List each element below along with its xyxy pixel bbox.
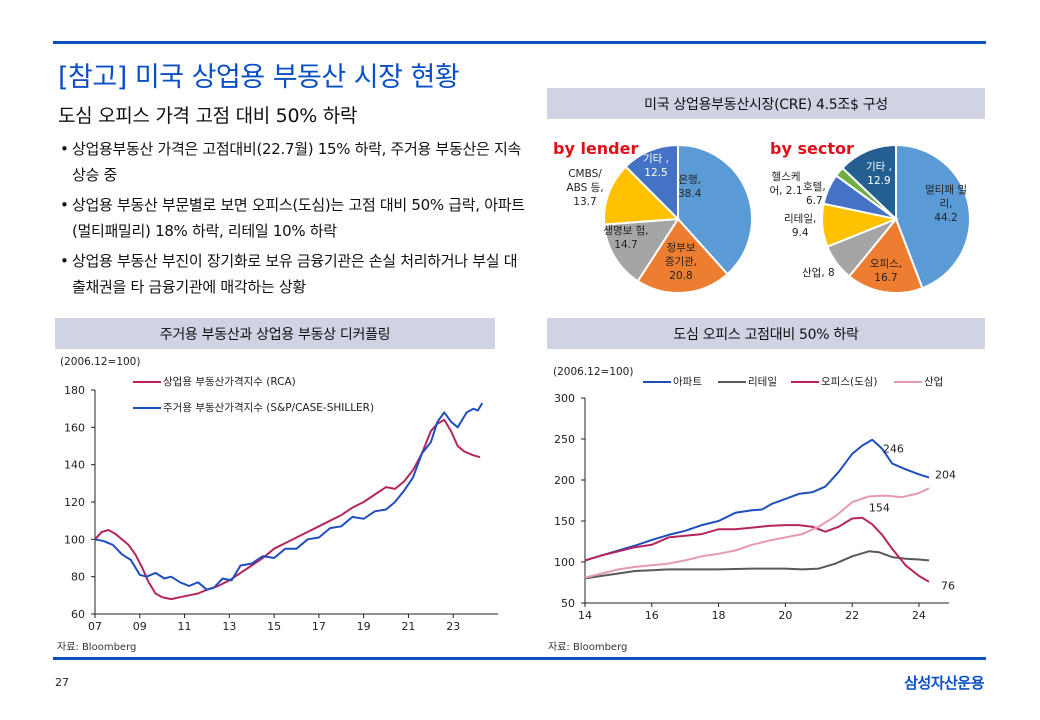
lender-slice-1: [636, 217, 729, 294]
lender-slice-2: [603, 217, 680, 283]
y-tick-label: 140: [64, 459, 85, 472]
pie-label-cmbs: CMBS/ ABS 등, 13.7: [566, 168, 604, 208]
y-tick-label: 250: [554, 433, 575, 446]
pie-chart-lender: [603, 143, 753, 294]
lender-slice-3: [603, 165, 681, 226]
sector-slice-1: [847, 217, 924, 294]
x-tick-label: 18: [712, 609, 726, 622]
x-tick-label: 14: [578, 609, 592, 622]
right-source: 자료: Bloomberg: [548, 642, 628, 653]
bullet-item: 상업용 부동산 부진이 장기화로 보유 금융기관은 손실 처리하거나 부실 대출…: [60, 248, 530, 300]
left-chart-note: (2006.12=100): [60, 356, 141, 368]
y-tick-label: 100: [554, 556, 575, 569]
y-tick-label: 120: [64, 496, 85, 509]
y-tick-label: 100: [64, 533, 85, 546]
y-tick-label: 80: [71, 571, 85, 584]
pie-label-insurance: 생명보 험, 14.7: [603, 225, 649, 251]
pie-chart-sector: [821, 143, 971, 294]
left-source: 자료: Bloomberg: [57, 642, 137, 653]
legend-item-case-shiller: 주거용 부동산가격지수 (S&P/CASE-SHILLER): [133, 400, 374, 415]
right-series-1: [584, 550, 930, 580]
x-tick-label: 07: [88, 620, 102, 633]
x-tick-label: 16: [645, 609, 659, 622]
pie-label-retail: 리테일, 9.4: [784, 213, 817, 239]
x-tick-label: 17: [312, 620, 326, 633]
legend-swatch: [718, 380, 746, 383]
y-tick-label: 160: [64, 421, 85, 434]
legend-item-apartment: 아파트: [643, 374, 702, 389]
pie-label-industrial: 산업, 8: [802, 267, 835, 279]
top-divider: [53, 41, 986, 44]
right-series-0: [584, 438, 930, 562]
y-tick-label: 300: [554, 392, 575, 405]
pie-label-other-sector: 기타 , 12.9: [866, 161, 892, 187]
x-tick-label: 22: [845, 609, 859, 622]
y-tick-label: 180: [64, 384, 85, 397]
x-tick-label: 11: [178, 620, 192, 633]
x-tick-label: 24: [912, 609, 926, 622]
pie-label-healthcare: 헬스케 어, 2.1: [769, 171, 803, 197]
legend-swatch: [643, 380, 671, 383]
bullet-list: 상업용부동산 가격은 고점대비(22.7월) 15% 하락, 주거용 부동산은 …: [60, 136, 530, 304]
right-chart-title: 도심 오피스 고점대비 50% 하락: [547, 318, 985, 349]
lender-slice-0: [677, 143, 753, 276]
left-chart-title: 주거용 부동산과 상업용 부동상 디커플링: [55, 318, 495, 349]
legend-item-rca: 상업용 부동산가격지수 (RCA): [133, 374, 296, 389]
right-series-3: [584, 487, 930, 579]
pie-sector-title: by sector: [770, 139, 854, 158]
lender-slice-4: [624, 143, 679, 222]
bullet-item: 상업용부동산 가격은 고점대비(22.7월) 15% 하락, 주거용 부동산은 …: [60, 136, 530, 188]
legend-swatch: [133, 406, 161, 409]
sector-slice-6: [840, 143, 897, 222]
x-tick-label: 19: [357, 620, 371, 633]
data-annotation: 246: [883, 442, 904, 455]
pie-label-government: 정부보 증기관, 20.8: [664, 242, 698, 282]
left-line-chart: 60 80 100 120 140 160 180 07 09 11 13 15 17 19 21 23: [64, 384, 498, 633]
right-chart-note: (2006.12=100): [553, 366, 634, 378]
x-tick-label: 23: [446, 620, 460, 633]
x-tick-label: 13: [222, 620, 236, 633]
pie-label-other-lender: 기타 , 12.5: [643, 153, 669, 179]
bullet-item: 상업용 부동산 부문별로 보면 오피스(도심)는 고점 대비 50% 급락, 아…: [60, 192, 530, 244]
legend-swatch: [791, 380, 819, 383]
x-tick-label: 21: [401, 620, 415, 633]
pie-label-bank: 은행, 38.4: [678, 174, 702, 200]
page-title: [참고] 미국 상업용 부동산 시장 현황: [58, 62, 460, 93]
y-tick-label: 200: [554, 474, 575, 487]
legend-item-office: 오피스(도심): [791, 374, 878, 389]
legend-swatch: [133, 380, 161, 383]
x-tick-label: 15: [267, 620, 281, 633]
y-tick-label: 60: [71, 608, 85, 621]
legend-swatch: [894, 380, 922, 383]
y-tick-label: 150: [554, 515, 575, 528]
pie-label-hotel: 호텔, 6.7: [803, 181, 826, 207]
pie-label-multifamily: 멀티패 밀리, 44.2: [925, 184, 967, 224]
right-line-chart: 50 100 150 200 250 300 14 16 18 20 22 24 246 204 154 76: [554, 392, 956, 622]
data-annotation: 76: [941, 580, 955, 593]
data-annotation: 204: [935, 469, 956, 482]
bottom-divider: [53, 657, 986, 660]
company-logo: 삼성자산운용: [904, 674, 984, 692]
pie-label-office: 오피스, 16.7: [869, 258, 903, 284]
legend-item-retail: 리테일: [718, 374, 777, 389]
x-tick-label: 09: [133, 620, 147, 633]
legend-item-industrial: 산업: [894, 374, 943, 389]
pie-lender-title: by lender: [553, 139, 639, 158]
sector-slice-0: [895, 143, 971, 290]
pie-panel-title: 미국 상업용부동산시장(CRE) 4.5조$ 구성: [547, 88, 985, 119]
left-series-1: [94, 402, 484, 591]
left-series-0: [94, 418, 481, 601]
data-annotation: 154: [869, 502, 890, 515]
right-series-2: [584, 516, 930, 583]
page-number: 27: [55, 676, 69, 689]
y-tick-label: 50: [561, 597, 575, 610]
x-tick-label: 20: [778, 609, 792, 622]
page-subtitle: 도심 오피스 가격 고점 대비 50% 하락: [58, 105, 358, 127]
